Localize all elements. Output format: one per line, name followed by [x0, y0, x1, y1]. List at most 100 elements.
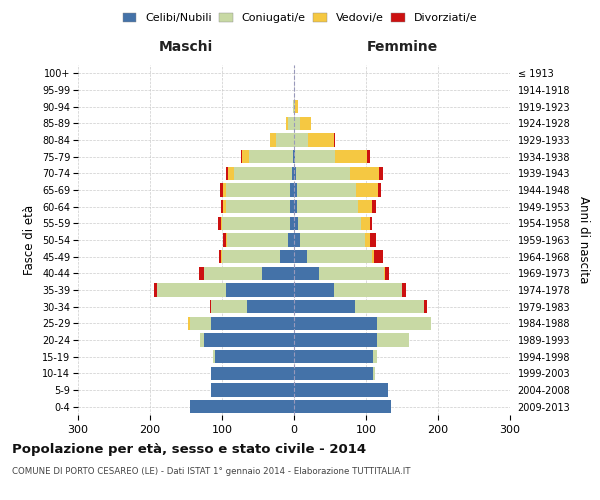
Bar — [294, 316, 377, 330]
Bar — [200, 334, 204, 346]
Bar — [365, 234, 370, 246]
Bar — [294, 184, 297, 196]
Bar — [204, 334, 294, 346]
Bar — [211, 384, 294, 396]
Bar — [370, 234, 376, 246]
Bar — [290, 200, 294, 213]
Bar — [221, 216, 222, 230]
Bar — [293, 100, 294, 114]
Bar — [374, 250, 383, 264]
Bar — [294, 100, 295, 114]
Bar — [373, 350, 377, 364]
Bar — [335, 150, 367, 164]
Bar — [223, 234, 226, 246]
Bar — [219, 250, 221, 264]
Bar — [190, 316, 211, 330]
Bar — [372, 250, 374, 264]
Bar — [377, 184, 381, 196]
Bar — [221, 250, 222, 264]
Bar — [294, 216, 298, 230]
Bar — [210, 300, 211, 314]
Bar — [307, 250, 372, 264]
Text: Maschi: Maschi — [159, 40, 213, 54]
Bar — [294, 384, 388, 396]
Bar — [199, 266, 204, 280]
Bar — [223, 184, 226, 196]
Bar — [227, 234, 288, 246]
Bar — [286, 116, 288, 130]
Bar — [294, 250, 307, 264]
Bar — [293, 150, 294, 164]
Bar — [288, 116, 294, 130]
Y-axis label: Anni di nascita: Anni di nascita — [577, 196, 590, 284]
Bar — [402, 284, 406, 296]
Bar — [294, 200, 297, 213]
Bar — [294, 300, 355, 314]
Bar — [226, 284, 294, 296]
Bar — [361, 216, 370, 230]
Bar — [377, 334, 409, 346]
Bar — [295, 100, 298, 114]
Bar — [367, 150, 370, 164]
Bar — [297, 200, 358, 213]
Bar — [297, 184, 356, 196]
Bar — [355, 300, 424, 314]
Bar — [296, 166, 350, 180]
Bar — [288, 234, 294, 246]
Bar — [294, 366, 373, 380]
Bar — [211, 300, 247, 314]
Bar — [295, 150, 335, 164]
Bar — [294, 150, 295, 164]
Bar — [188, 316, 190, 330]
Bar — [379, 166, 383, 180]
Bar — [226, 166, 229, 180]
Bar — [298, 216, 361, 230]
Text: Popolazione per età, sesso e stato civile - 2014: Popolazione per età, sesso e stato civil… — [12, 442, 366, 456]
Bar — [358, 200, 373, 213]
Bar — [300, 116, 311, 130]
Text: COMUNE DI PORTO CESAREO (LE) - Dati ISTAT 1° gennaio 2014 - Elaborazione TUTTITA: COMUNE DI PORTO CESAREO (LE) - Dati ISTA… — [12, 468, 410, 476]
Bar — [300, 234, 365, 246]
Bar — [294, 334, 377, 346]
Bar — [334, 134, 335, 146]
Bar — [385, 266, 389, 280]
Bar — [294, 350, 373, 364]
Bar — [276, 134, 294, 146]
Bar — [221, 200, 223, 213]
Bar — [247, 300, 294, 314]
Bar — [262, 266, 294, 280]
Bar — [294, 134, 308, 146]
Bar — [211, 316, 294, 330]
Bar — [226, 234, 227, 246]
Bar — [290, 184, 294, 196]
Bar — [250, 150, 293, 164]
Bar — [242, 150, 250, 164]
Bar — [373, 366, 374, 380]
Bar — [223, 200, 226, 213]
Bar — [241, 150, 242, 164]
Bar — [204, 266, 262, 280]
Bar — [157, 284, 226, 296]
Bar — [280, 250, 294, 264]
Legend: Celibi/Nubili, Coniugati/e, Vedovi/e, Divorziati/e: Celibi/Nubili, Coniugati/e, Vedovi/e, Di… — [121, 10, 479, 26]
Text: Femmine: Femmine — [367, 40, 437, 54]
Bar — [424, 300, 427, 314]
Bar — [294, 166, 296, 180]
Bar — [334, 284, 402, 296]
Bar — [234, 166, 292, 180]
Bar — [384, 266, 385, 280]
Bar — [294, 234, 300, 246]
Bar — [226, 200, 290, 213]
Bar — [214, 350, 215, 364]
Bar — [220, 184, 223, 196]
Bar — [308, 134, 334, 146]
Bar — [290, 216, 294, 230]
Bar — [190, 400, 294, 413]
Bar — [294, 266, 319, 280]
Bar — [154, 284, 157, 296]
Bar — [294, 284, 334, 296]
Y-axis label: Fasce di età: Fasce di età — [23, 205, 37, 275]
Bar — [294, 400, 391, 413]
Bar — [211, 366, 294, 380]
Bar — [222, 250, 280, 264]
